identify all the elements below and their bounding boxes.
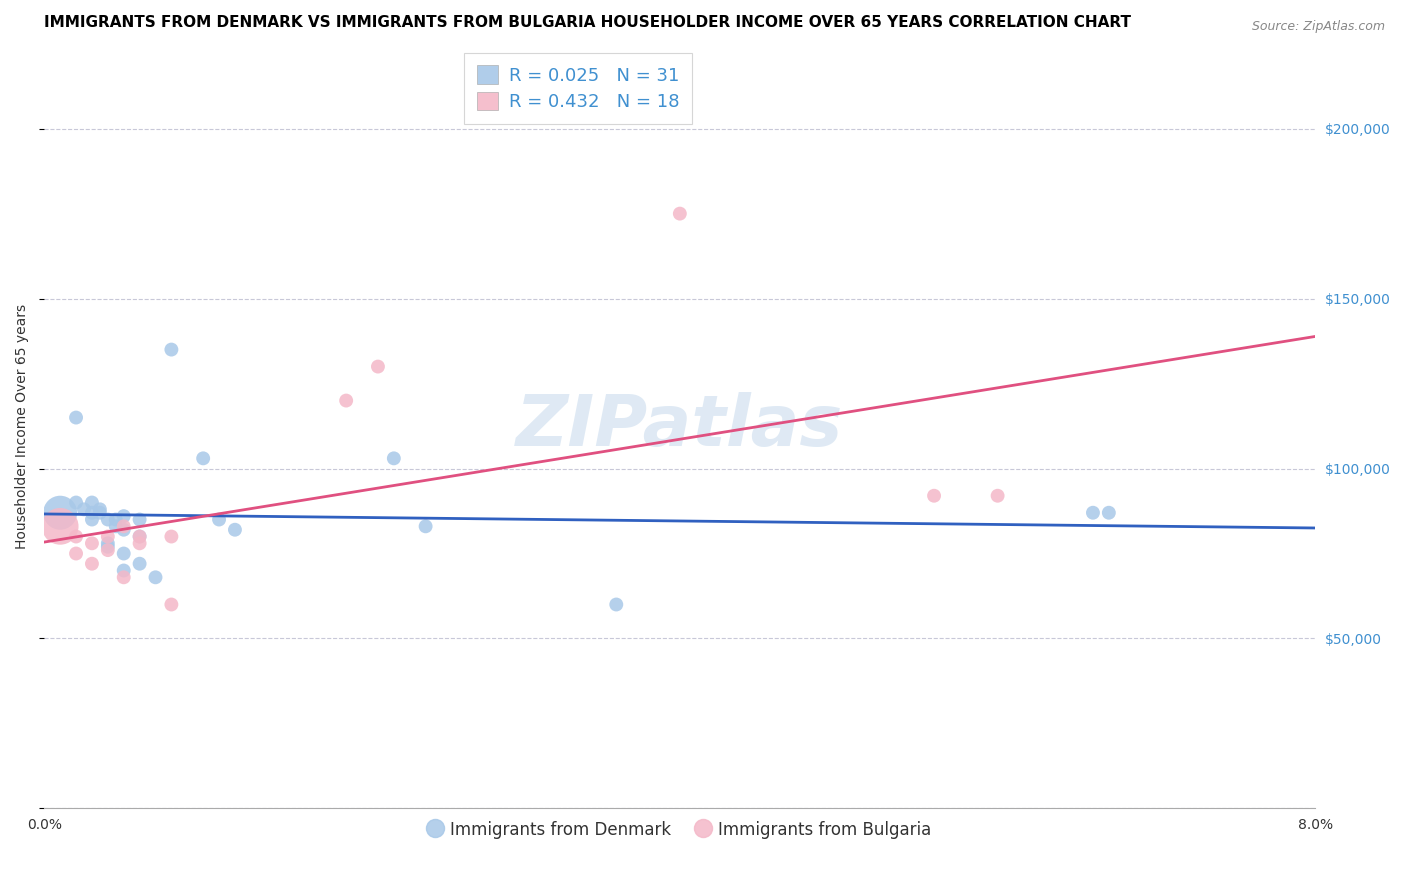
Point — [89, 506, 111, 520]
Point — [80, 512, 103, 526]
Point — [112, 547, 135, 561]
Point — [987, 489, 1010, 503]
Point — [193, 451, 215, 466]
Point — [112, 519, 135, 533]
Text: ZIPatlas: ZIPatlas — [516, 392, 844, 460]
Point — [128, 529, 150, 543]
Point — [128, 512, 150, 526]
Point — [112, 509, 135, 524]
Point — [160, 343, 183, 357]
Point — [145, 570, 167, 584]
Point — [80, 536, 103, 550]
Point — [128, 557, 150, 571]
Point — [128, 536, 150, 550]
Point — [97, 536, 120, 550]
Point — [80, 557, 103, 571]
Point — [1098, 506, 1121, 520]
Point — [160, 598, 183, 612]
Point — [669, 206, 692, 220]
Point — [97, 543, 120, 558]
Point — [49, 506, 72, 520]
Point — [65, 547, 87, 561]
Point — [415, 519, 437, 533]
Point — [335, 393, 357, 408]
Point — [112, 570, 135, 584]
Point — [224, 523, 246, 537]
Point — [97, 512, 120, 526]
Point — [65, 410, 87, 425]
Point — [65, 529, 87, 543]
Point — [80, 506, 103, 520]
Point — [1081, 506, 1104, 520]
Point — [112, 523, 135, 537]
Point — [104, 512, 127, 526]
Point — [367, 359, 389, 374]
Point — [89, 502, 111, 516]
Point — [65, 495, 87, 509]
Point — [104, 519, 127, 533]
Y-axis label: Householder Income Over 65 years: Householder Income Over 65 years — [15, 303, 30, 549]
Point — [80, 495, 103, 509]
Point — [112, 564, 135, 578]
Legend: Immigrants from Denmark, Immigrants from Bulgaria: Immigrants from Denmark, Immigrants from… — [422, 814, 938, 846]
Point — [382, 451, 405, 466]
Point — [73, 502, 96, 516]
Point — [922, 489, 945, 503]
Text: IMMIGRANTS FROM DENMARK VS IMMIGRANTS FROM BULGARIA HOUSEHOLDER INCOME OVER 65 Y: IMMIGRANTS FROM DENMARK VS IMMIGRANTS FR… — [44, 15, 1132, 30]
Point — [605, 598, 627, 612]
Point — [97, 540, 120, 554]
Point — [97, 529, 120, 543]
Text: Source: ZipAtlas.com: Source: ZipAtlas.com — [1251, 20, 1385, 33]
Point — [49, 519, 72, 533]
Point — [160, 529, 183, 543]
Point — [128, 529, 150, 543]
Point — [208, 512, 231, 526]
